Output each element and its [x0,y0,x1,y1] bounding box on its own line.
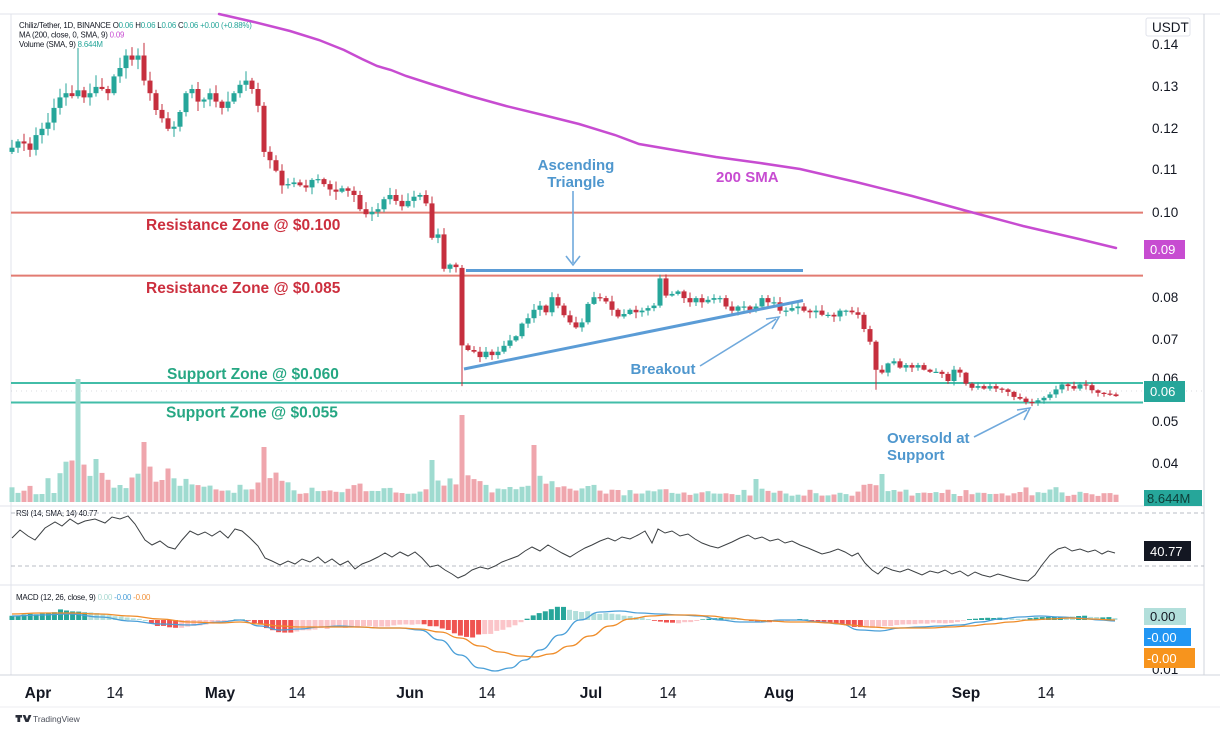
svg-text:14: 14 [288,685,306,702]
svg-text:Chiliz/Tether, 1D, BINANCE O0: Chiliz/Tether, 1D, BINANCE O0.06 H0.06 L… [19,21,252,30]
svg-text:40.77: 40.77 [1150,544,1183,559]
svg-text:14: 14 [849,685,867,702]
svg-text:0.13: 0.13 [1152,79,1178,94]
svg-text:0.14: 0.14 [1152,37,1179,52]
svg-text:TradingView: TradingView [33,714,81,724]
svg-text:0.09: 0.09 [1150,242,1175,257]
svg-text:Jun: Jun [396,685,424,702]
svg-text:0.00: 0.00 [1150,609,1175,624]
svg-text:Triangle: Triangle [547,174,605,191]
svg-text:-0.00: -0.00 [1147,651,1177,666]
svg-text:14: 14 [1037,685,1055,702]
svg-text:14: 14 [659,685,677,702]
svg-text:Support Zone @ $0.060: Support Zone @ $0.060 [167,366,339,383]
svg-text:Support Zone @ $0.055: Support Zone @ $0.055 [166,405,338,422]
svg-text:8.644M: 8.644M [1147,491,1190,506]
svg-text:MACD (12, 26, close, 9) 0.00: MACD (12, 26, close, 9) 0.00 -0.00 -0.00 [16,593,151,602]
svg-text:Support: Support [887,447,945,464]
svg-text:Jul: Jul [580,685,602,702]
svg-text:0.10: 0.10 [1152,205,1178,220]
svg-text:May: May [205,685,236,702]
svg-text:MA (200, close, 0, SMA, 9) 0.: MA (200, close, 0, SMA, 9) 0.09 [19,31,125,40]
svg-text:0.08: 0.08 [1152,290,1178,305]
svg-text:Volume (SMA, 9) 8.644M: Volume (SMA, 9) 8.644M [19,40,103,49]
svg-text:Aug: Aug [764,685,794,702]
svg-text:Sep: Sep [952,685,980,702]
svg-text:Resistance Zone @ $0.100: Resistance Zone @ $0.100 [146,217,340,234]
svg-text:Breakout: Breakout [630,361,695,378]
svg-text:Apr: Apr [25,685,52,702]
svg-text:USDT: USDT [1152,20,1189,35]
svg-text:14: 14 [478,685,496,702]
svg-text:14: 14 [106,685,124,702]
svg-text:0.07: 0.07 [1152,332,1178,347]
svg-text:0.04: 0.04 [1152,456,1179,471]
svg-text:0.11: 0.11 [1152,162,1177,177]
svg-text:200 SMA: 200 SMA [716,169,779,186]
svg-text:Oversold at: Oversold at [887,430,970,447]
svg-text:0.05: 0.05 [1152,414,1178,429]
svg-text:-0.00: -0.00 [1147,630,1177,645]
svg-text:Resistance Zone @ $0.085: Resistance Zone @ $0.085 [146,280,341,297]
svg-text:0.12: 0.12 [1152,121,1178,136]
svg-text:Ascending: Ascending [538,157,615,174]
svg-text:0.06: 0.06 [1150,384,1175,399]
